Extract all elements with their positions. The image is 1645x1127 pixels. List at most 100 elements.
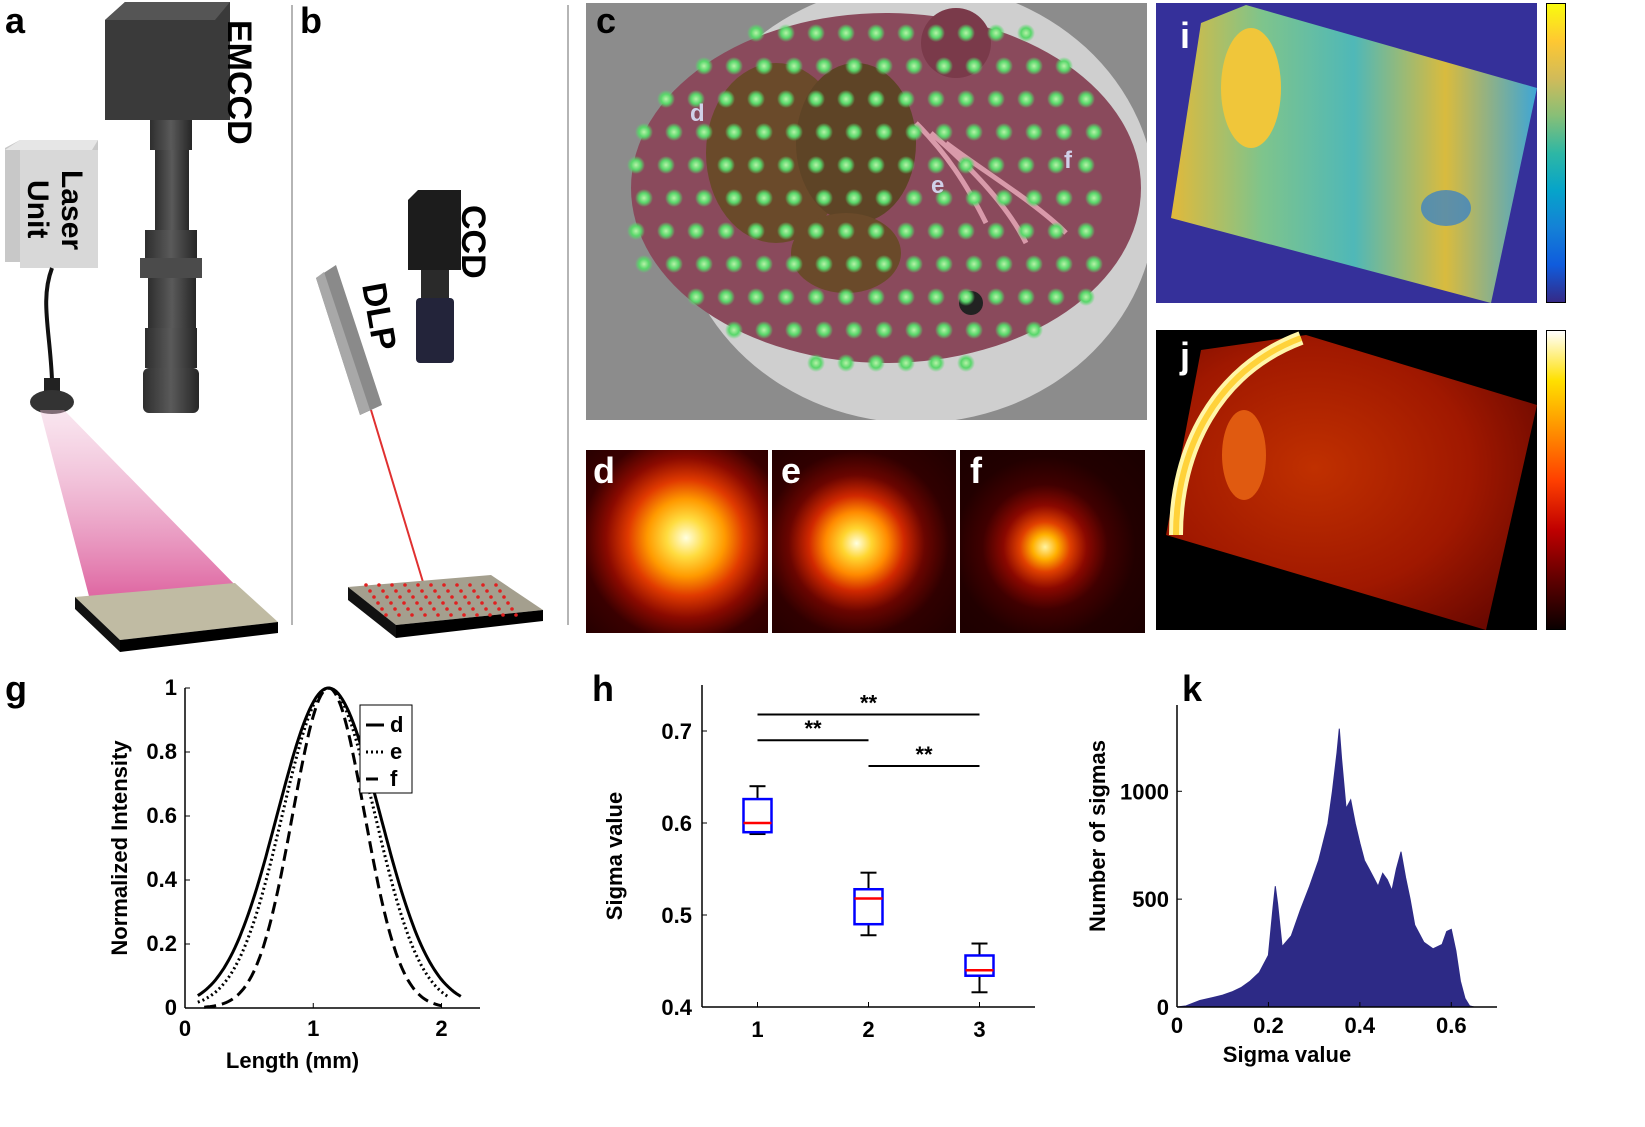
projected-green-dot — [1047, 288, 1065, 306]
h-y-tick-label: 0.4 — [661, 995, 692, 1020]
projected-red-dot — [368, 589, 372, 593]
projected-green-dot — [755, 321, 773, 339]
projected-green-dot — [927, 24, 945, 42]
dlp-projector — [316, 265, 382, 415]
projected-red-dot — [419, 607, 423, 611]
projected-green-dot — [845, 189, 863, 207]
projected-green-dot — [1077, 90, 1095, 108]
projected-red-dot — [498, 589, 502, 593]
projected-red-dot — [407, 589, 411, 593]
projected-green-dot — [927, 90, 945, 108]
projected-green-dot — [807, 354, 825, 372]
projected-green-dot — [807, 222, 825, 240]
h-box-2 — [853, 887, 884, 926]
spot-image-d — [586, 450, 768, 633]
diagram-b-setup: CCD DLP — [316, 190, 543, 638]
laser-label-line2: Unit — [21, 180, 54, 238]
projected-red-dot — [476, 595, 480, 599]
projected-red-dot — [454, 601, 458, 605]
g-x-tick-label: 2 — [435, 1016, 447, 1041]
projected-red-dot — [376, 601, 380, 605]
projected-green-dot — [687, 222, 705, 240]
laser-label-line1: Laser — [55, 170, 88, 250]
projected-green-dot — [695, 189, 713, 207]
projected-green-dot — [785, 57, 803, 75]
projected-red-dot — [402, 601, 406, 605]
sigma-map-i-image — [1171, 5, 1537, 303]
separator-ab — [291, 5, 293, 625]
projected-green-dot — [867, 288, 885, 306]
projected-green-dot — [717, 156, 735, 174]
projected-red-dot — [493, 601, 497, 605]
panel-label-c: c — [596, 0, 617, 41]
projected-red-dot — [514, 613, 518, 617]
spot-image-e — [772, 450, 956, 633]
g-y-tick-label: 0.4 — [146, 867, 177, 892]
projected-green-dot — [867, 222, 885, 240]
projected-red-dot — [437, 595, 441, 599]
projected-green-dot — [665, 189, 683, 207]
projected-green-dot — [725, 189, 743, 207]
projected-red-dot — [429, 583, 433, 587]
projected-red-dot — [510, 607, 514, 611]
projected-red-dot — [436, 613, 440, 617]
projected-red-dot — [462, 613, 466, 617]
projected-red-dot — [449, 613, 453, 617]
projected-green-dot — [995, 57, 1013, 75]
projected-green-dot — [725, 123, 743, 141]
projected-red-dot — [450, 595, 454, 599]
projected-green-dot — [1055, 189, 1073, 207]
dlp-label: DLP — [354, 280, 403, 354]
projected-green-dot — [657, 156, 675, 174]
projected-green-dot — [897, 24, 915, 42]
projected-green-dot — [717, 90, 735, 108]
panel-label-h: h — [592, 668, 614, 709]
panel-label-e: e — [781, 450, 802, 491]
projected-green-dot — [897, 222, 915, 240]
projected-green-dot — [995, 255, 1013, 273]
projected-red-dot — [416, 583, 420, 587]
projected-green-dot — [905, 57, 923, 75]
intensity-map-j — [1156, 330, 1537, 630]
projected-red-dot — [506, 601, 510, 605]
projected-green-dot — [1017, 288, 1035, 306]
projected-green-dot — [1077, 288, 1095, 306]
panel-label-f: f — [970, 450, 982, 491]
k-x-axis-title: Sigma value — [1223, 1042, 1351, 1067]
projected-green-dot — [867, 354, 885, 372]
panel-label-b: b — [300, 0, 322, 41]
projected-green-dot — [627, 156, 645, 174]
projected-green-dot — [777, 288, 795, 306]
projected-green-dot — [777, 90, 795, 108]
projected-green-dot — [965, 255, 983, 273]
panel-label-j: j — [1180, 335, 1191, 376]
h-significance-label: ** — [915, 742, 933, 767]
projected-green-dot — [1047, 222, 1065, 240]
projected-red-dot — [390, 583, 394, 587]
projected-green-dot — [1017, 90, 1035, 108]
projected-red-dot — [485, 589, 489, 593]
projected-green-dot — [1025, 321, 1043, 339]
projected-red-dot — [415, 601, 419, 605]
projected-red-dot — [459, 589, 463, 593]
h-y-tick-label: 0.6 — [661, 811, 692, 836]
projected-green-dot — [755, 189, 773, 207]
projected-green-dot — [785, 123, 803, 141]
projected-green-dot — [957, 24, 975, 42]
projected-red-dot — [403, 583, 407, 587]
projected-red-dot — [463, 595, 467, 599]
projected-green-dot — [905, 123, 923, 141]
projected-green-dot — [815, 321, 833, 339]
g-x-tick-label: 0 — [179, 1016, 191, 1041]
projected-green-dot — [1055, 123, 1073, 141]
emccd-camera — [105, 2, 230, 413]
projected-green-dot — [717, 222, 735, 240]
projected-red-dot — [501, 613, 505, 617]
projected-green-dot — [747, 156, 765, 174]
projected-green-dot — [755, 57, 773, 75]
projected-green-dot — [695, 255, 713, 273]
sample-tray-b — [348, 575, 543, 638]
k-x-tick-label: 0.2 — [1253, 1013, 1284, 1038]
projected-green-dot — [755, 255, 773, 273]
projected-green-dot — [935, 123, 953, 141]
